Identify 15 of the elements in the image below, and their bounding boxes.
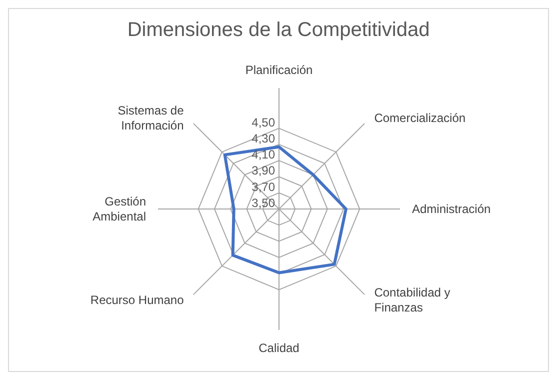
spoke-label: Administración [412, 202, 491, 216]
y-tick-label: 4,50 [252, 115, 276, 130]
spoke-label: Calidad [258, 341, 300, 355]
y-tick-label: 3,70 [252, 180, 276, 194]
y-tick-label: 4,10 [252, 148, 276, 162]
spoke-label: Sistemas de Información [118, 103, 184, 132]
spoke-label: Contabilidad y Finanzas [374, 286, 450, 315]
y-tick-label: 4,30 [252, 131, 276, 146]
y-tick-label: 3,90 [252, 164, 276, 178]
spoke-label: Planificación [245, 63, 313, 77]
chart-title: Dimensiones de la Competitividad [126, 19, 431, 42]
spoke-label: Comercialización [374, 110, 466, 125]
spoke-label: Gestión Ambiental [92, 194, 146, 224]
spoke-label: Recurso Humano [90, 293, 184, 308]
y-tick-label: 3,50 [252, 196, 276, 210]
